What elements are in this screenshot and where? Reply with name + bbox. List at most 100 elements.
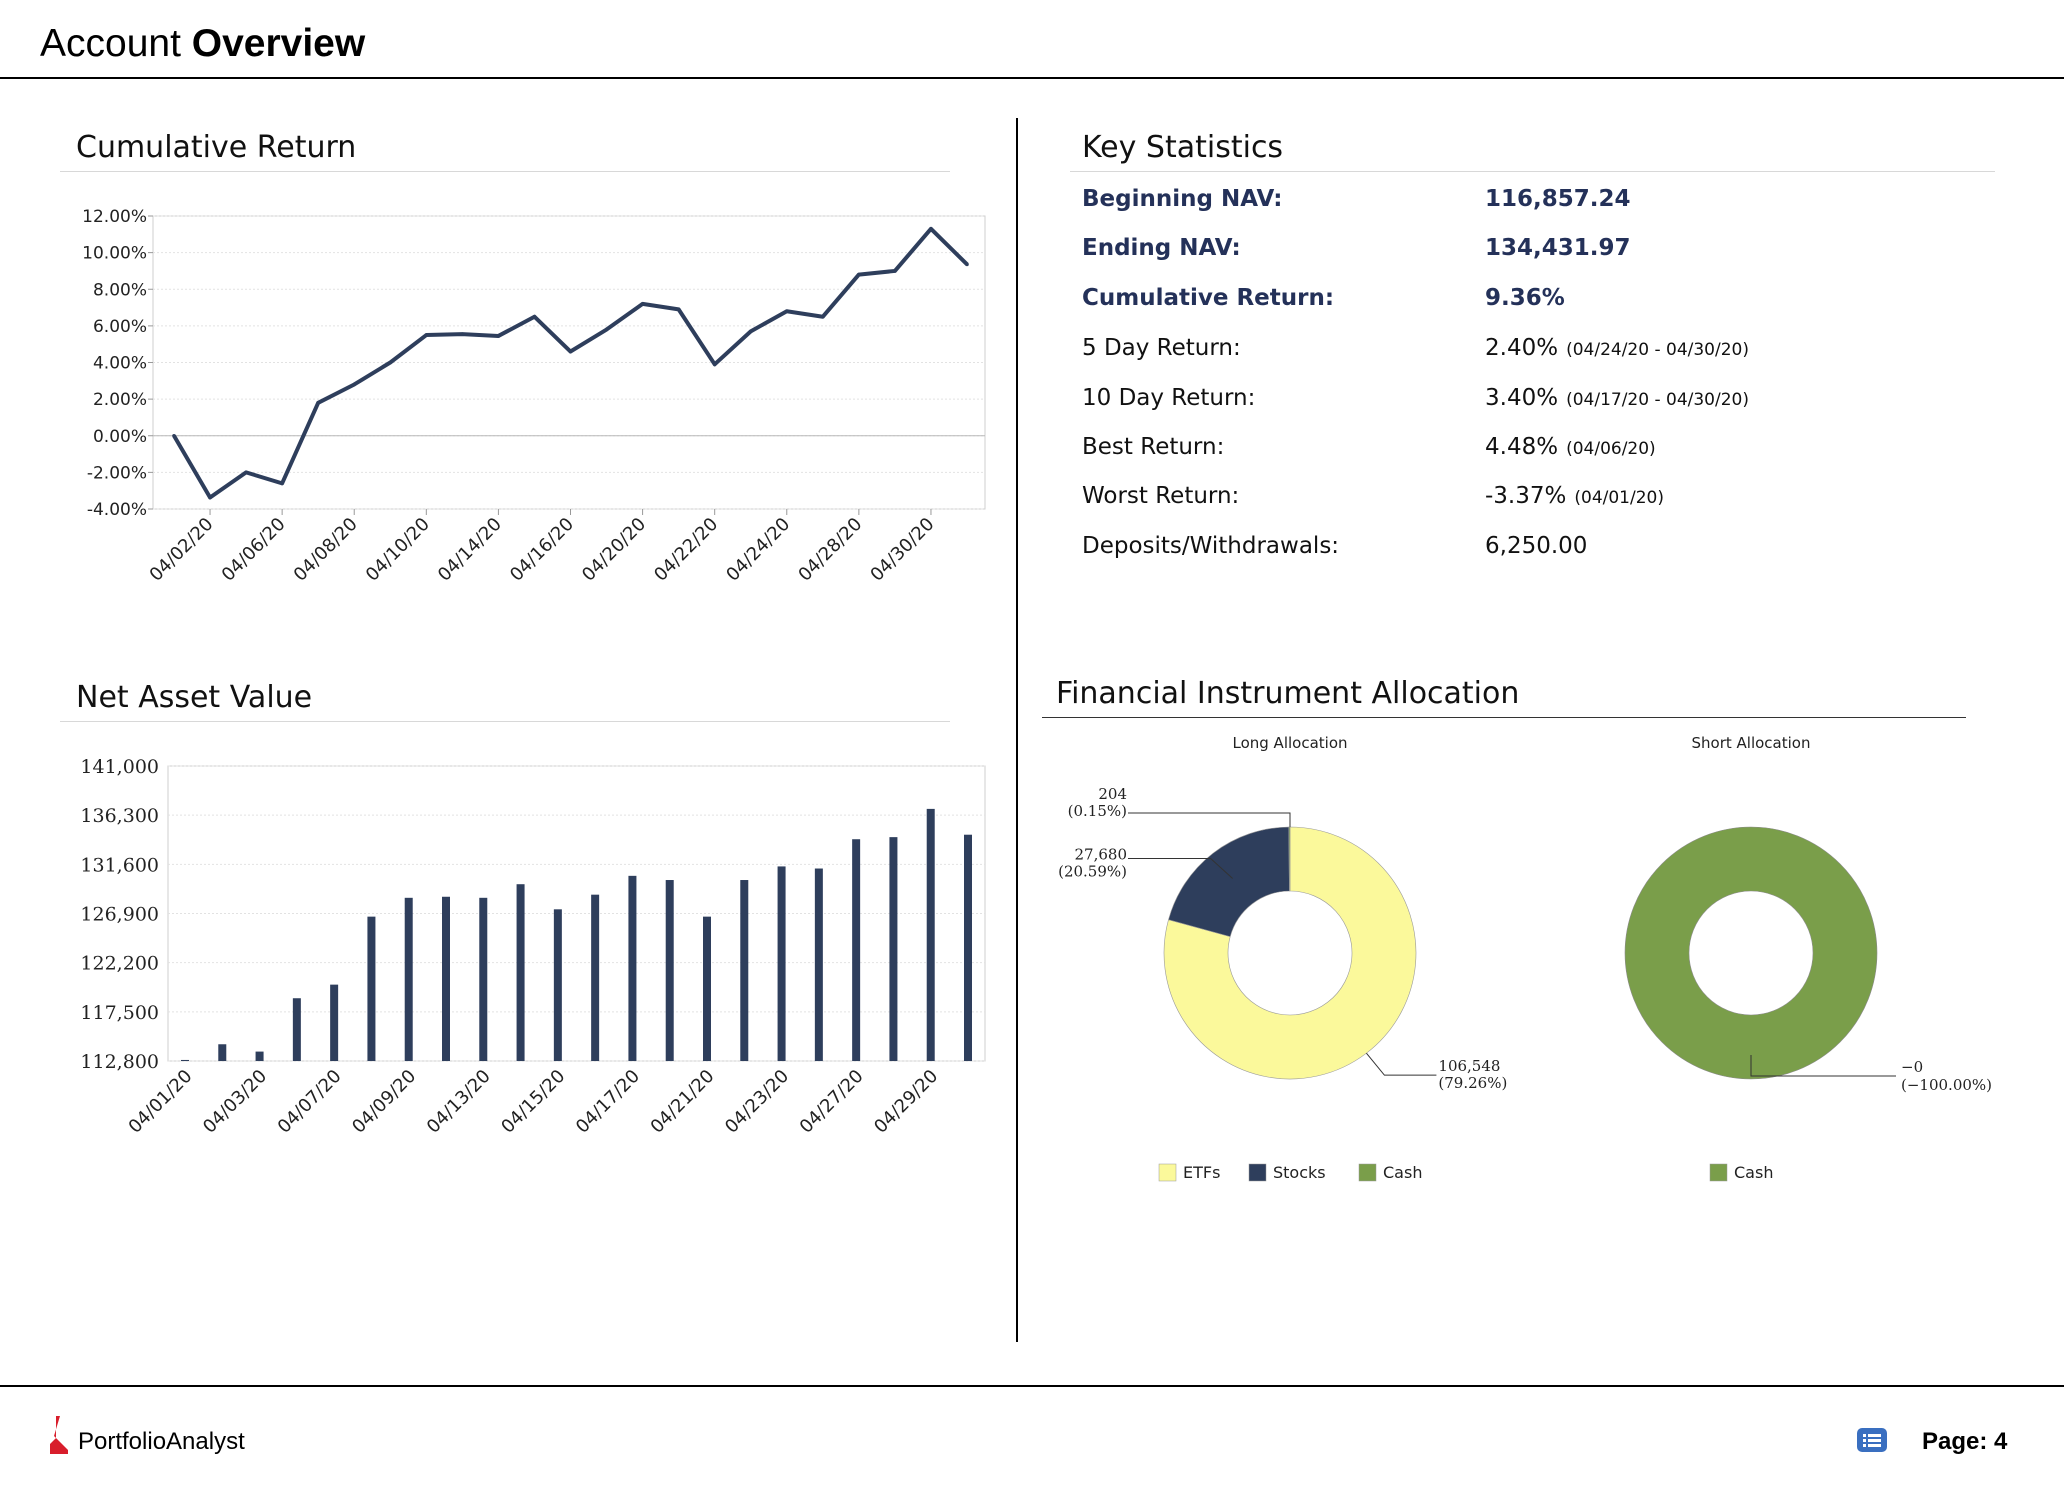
stat-label-ending-nav: Ending NAV: (1082, 235, 1241, 261)
y-tick-label: 126,900 (80, 904, 159, 926)
y-tick-label: 4.00% (93, 354, 147, 374)
x-tick-label: 04/24/20 (722, 514, 794, 586)
allocation-title: Financial Instrument Allocation (1056, 676, 1520, 711)
y-tick-label: 10.00% (82, 244, 147, 264)
y-tick-label: 0.00% (93, 427, 147, 447)
nav-bar (703, 916, 711, 1061)
x-tick-label: 04/17/20 (572, 1066, 644, 1138)
x-tick-label: 04/13/20 (423, 1066, 495, 1138)
net-asset-value-chart: 141,000 136,300 131,600 126,900 122,200 117,5… (80, 756, 986, 1138)
legend-swatch-cash (1358, 1163, 1377, 1182)
nav-bar (889, 837, 898, 1061)
short-allocation-chart: Short Allocation −0(−100.00%) Cash (1624, 734, 1992, 1182)
y-tick-label: 2.00% (93, 390, 147, 410)
x-tick-label: 04/03/20 (199, 1066, 271, 1138)
data-point (424, 333, 429, 337)
data-point (676, 307, 681, 312)
x-tick-label: 04/27/20 (796, 1066, 868, 1138)
stat-label-5-day-return: 5 Day Return: (1082, 335, 1241, 361)
data-point (244, 470, 248, 475)
y-tick-label: 112,800 (80, 1051, 159, 1073)
y-tick-label: 131,600 (80, 854, 159, 876)
legend-label-stocks: Stocks (1273, 1163, 1326, 1182)
x-tick-label: 04/28/20 (794, 514, 866, 586)
stat-label-best-return: Best Return: (1082, 434, 1225, 460)
y-tick-label: -4.00% (87, 500, 147, 520)
legend-swatch-cash (1709, 1163, 1728, 1182)
header-divider (0, 77, 2064, 79)
label-cash-percent: (−100.00%) (1901, 1076, 1992, 1094)
y-tick-label: 6.00% (93, 317, 147, 337)
data-point (965, 262, 969, 267)
nav-bar (218, 1044, 227, 1061)
stat-period-10-day: (04/17/20 - 04/30/20) (1566, 390, 1749, 410)
stat-value-worst-return: -3.37% (04/01/20) (1485, 483, 1664, 509)
data-point (496, 334, 501, 338)
nav-bar (330, 984, 339, 1061)
short-allocation-title: Short Allocation (1692, 734, 1811, 752)
data-point (280, 481, 284, 486)
nav-bar (964, 834, 972, 1061)
data-point (388, 360, 393, 365)
cumulative-return-chart: 12.00% 10.00% 8.00% 6.00% 4.00% 2.00% 0.00% -2.… (82, 207, 986, 586)
x-tick-label: 04/01/20 (125, 1066, 197, 1138)
net-asset-value-title: Net Asset Value (76, 680, 313, 715)
data-point (784, 309, 789, 314)
x-tick-label: 04/30/20 (866, 514, 938, 586)
legend-label-cash: Cash (1734, 1163, 1773, 1182)
donut-hole (1688, 890, 1814, 1016)
nav-bar (814, 868, 823, 1061)
x-tick-label: 04/07/20 (274, 1066, 346, 1138)
label-stocks-value: 27,680 (1075, 846, 1128, 864)
key-statistics-title: Key Statistics (1082, 130, 1284, 165)
y-tick-label: 141,000 (80, 756, 159, 778)
nav-bar (740, 880, 749, 1061)
nav-bar (479, 897, 488, 1061)
nav-bar (553, 909, 562, 1061)
leader-etfs (1366, 1052, 1437, 1076)
nav-bar (292, 998, 301, 1061)
data-point (604, 327, 609, 332)
data-point (568, 349, 573, 354)
x-tick-label: 04/06/20 (218, 514, 290, 586)
y-tick-label: -2.00% (87, 463, 147, 483)
leader-stocks (1128, 858, 1233, 879)
leader-cash (1750, 1055, 1896, 1077)
stat-label-deposits-withdrawals: Deposits/Withdrawals: (1082, 533, 1340, 559)
legend-label-etfs: ETFs (1183, 1163, 1220, 1182)
data-point (460, 332, 465, 336)
x-tick-label: 04/14/20 (434, 514, 506, 586)
allocation-rule (1042, 717, 1966, 718)
stat-period-5-day: (04/24/20 - 04/30/20) (1566, 340, 1749, 360)
label-cash-value: 204 (1098, 785, 1127, 803)
data-point (821, 314, 825, 319)
long-allocation-chart: Long Allocation 106,548(79.26%) 27,680(20.… (1058, 734, 1507, 1182)
stat-value-deposits-withdrawals: 6,250.00 (1485, 533, 1588, 559)
label-cash-value: −0 (1901, 1058, 1923, 1076)
x-tick-label: 04/23/20 (721, 1066, 793, 1138)
x-tick-label: 04/16/20 (506, 514, 578, 586)
nav-bar (181, 1059, 189, 1061)
stat-value-beginning-nav: 116,857.24 (1485, 186, 1631, 212)
stat-date-worst-return: (04/01/20) (1574, 488, 1664, 508)
cumulative-return-rule (60, 171, 950, 172)
label-etfs-value: 106,548 (1438, 1057, 1500, 1075)
nav-bar (665, 880, 674, 1061)
label-etfs-percent: (79.26%) (1438, 1074, 1507, 1092)
long-allocation-title: Long Allocation (1232, 734, 1347, 752)
x-tick-label: 04/29/20 (870, 1066, 942, 1138)
list-icon[interactable] (1857, 1428, 1887, 1452)
label-stocks-percent: (20.59%) (1058, 863, 1127, 881)
slice-etfs (1163, 826, 1417, 1080)
data-point (208, 495, 212, 500)
footer-divider (0, 1385, 2064, 1387)
slice-stocks (1168, 826, 1290, 937)
legend-swatch-etfs (1158, 1163, 1177, 1182)
cumulative-return-title: Cumulative Return (76, 130, 357, 165)
nav-bar (255, 1051, 264, 1061)
stat-value-cumulative-return: 9.36% (1485, 285, 1565, 311)
x-tick-label: 04/02/20 (146, 514, 218, 586)
nav-bar (926, 808, 935, 1061)
x-tick-label: 04/20/20 (578, 514, 650, 586)
leader-cash (1128, 812, 1291, 827)
